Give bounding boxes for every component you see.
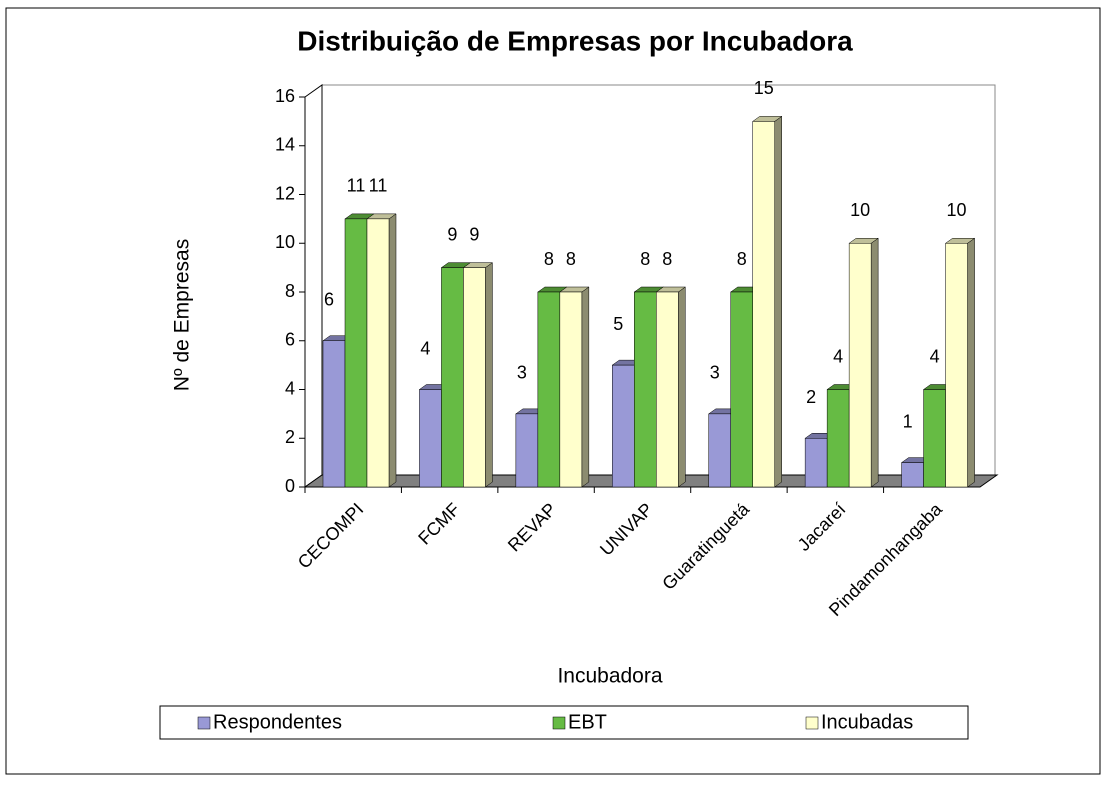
y-tick-label: 6 <box>285 330 295 350</box>
value-label: 4 <box>833 346 843 366</box>
y-tick-label: 12 <box>275 183 295 203</box>
value-label: 10 <box>947 200 967 220</box>
y-tick-label: 16 <box>275 86 295 106</box>
bar <box>441 267 464 488</box>
value-label: 8 <box>640 249 650 269</box>
bar <box>515 413 539 488</box>
value-label: 8 <box>737 249 747 269</box>
side-wall <box>304 84 323 488</box>
value-label: 3 <box>710 363 720 383</box>
bar-side <box>870 237 879 488</box>
value-label: 4 <box>930 346 940 366</box>
y-tick-label: 8 <box>285 281 295 301</box>
bar <box>848 243 872 488</box>
bar <box>463 267 486 488</box>
x-axis-title: Incubadora <box>557 665 662 688</box>
value-label: 4 <box>420 338 430 358</box>
y-tick-label: 0 <box>285 476 295 496</box>
bar <box>826 389 850 488</box>
value-label: 3 <box>517 363 527 383</box>
value-label: 11 <box>369 176 388 196</box>
value-label: 10 <box>850 200 870 220</box>
legend-swatch <box>552 716 566 730</box>
bar-side <box>678 286 686 488</box>
bar <box>901 462 924 488</box>
value-label: 5 <box>613 314 623 334</box>
legend-label: Respondentes <box>213 711 342 733</box>
bar <box>945 243 968 488</box>
y-tick-label: 4 <box>285 378 295 398</box>
value-label: 6 <box>324 290 334 310</box>
bar <box>366 218 390 488</box>
bar <box>419 389 442 488</box>
value-label: 8 <box>544 249 554 269</box>
bar <box>634 291 657 488</box>
legend-label: Incubadas <box>821 711 913 733</box>
value-label: 15 <box>754 78 774 98</box>
bar-side <box>388 213 397 488</box>
bar <box>656 291 679 488</box>
bar-side <box>485 262 493 488</box>
y-tick-label: 2 <box>285 427 295 447</box>
bar <box>344 218 368 488</box>
bar <box>537 291 561 488</box>
bar-side <box>967 237 975 488</box>
value-label: 2 <box>806 387 816 407</box>
bar <box>322 340 346 488</box>
legend-swatch <box>197 716 211 730</box>
bar <box>752 121 775 488</box>
legend-swatch <box>805 716 819 730</box>
value-label: 9 <box>447 224 457 244</box>
value-label: 1 <box>903 411 913 431</box>
bar <box>804 438 828 488</box>
value-label: 8 <box>662 249 672 269</box>
value-label: 9 <box>469 224 479 244</box>
bar <box>612 364 635 488</box>
y-tick-label: 10 <box>275 232 295 252</box>
bar <box>708 413 731 488</box>
bar-side <box>774 115 782 488</box>
bar <box>559 291 583 488</box>
y-tick-label: 14 <box>275 135 295 155</box>
y-axis-title: Nº de Empresas <box>171 239 194 391</box>
bar <box>923 389 946 488</box>
value-label: 11 <box>347 176 366 196</box>
bar-side <box>581 286 590 488</box>
chart-title: Distribuição de Empresas por Incubadora <box>297 25 853 56</box>
bar <box>730 291 753 488</box>
legend-label: EBT <box>568 711 607 733</box>
value-label: 8 <box>566 249 576 269</box>
